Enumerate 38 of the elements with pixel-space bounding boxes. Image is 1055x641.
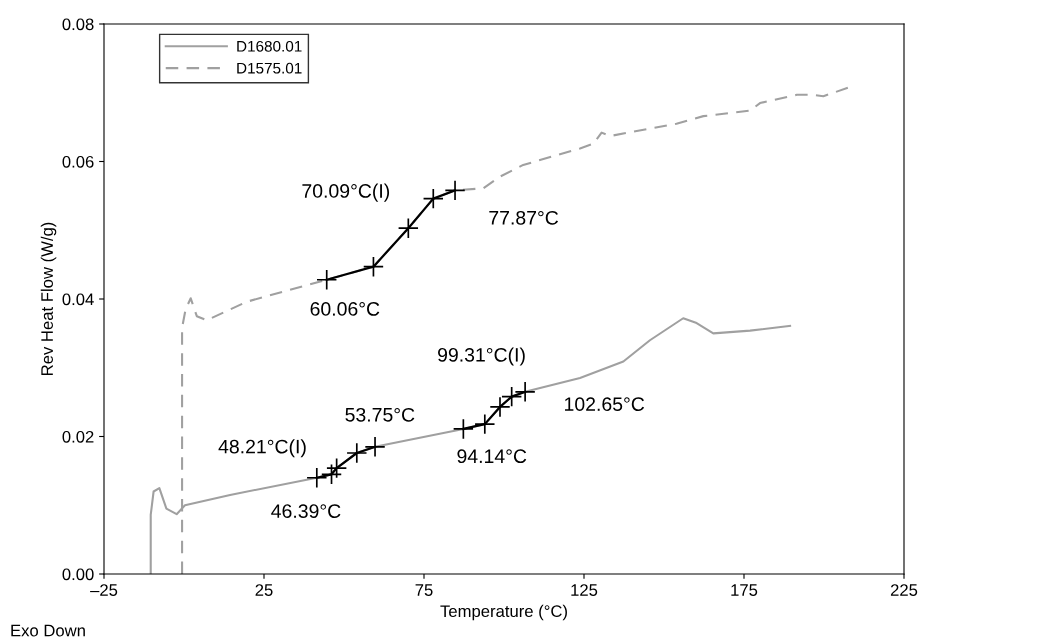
annotation: 60.06°C	[310, 302, 380, 316]
annotation: 102.65°C	[565, 397, 645, 412]
legend-label: D1575.01	[237, 62, 302, 74]
point	[316, 269, 338, 291]
annotation: 46.39°C	[271, 504, 341, 518]
annotation: 77.87°C	[489, 210, 559, 225]
point	[474, 413, 496, 435]
annotation: 94.14°C	[457, 449, 527, 464]
y-tick-label: 0.08	[62, 18, 94, 31]
x-tick-label: 225	[890, 584, 918, 596]
point	[364, 436, 386, 458]
point	[514, 381, 536, 403]
point	[346, 442, 368, 464]
y-tick-label: 0.04	[62, 293, 94, 306]
y-axis-title: Rev Heat Flow (W/g)	[40, 222, 57, 375]
point	[306, 467, 328, 489]
point	[452, 418, 474, 440]
x-tick-label: 75	[415, 584, 433, 596]
y-tick-label: 0.06	[62, 155, 94, 168]
y-tick-label: 0.02	[62, 430, 94, 443]
annotation: 53.75°C	[345, 407, 415, 422]
x-tick-label: 25	[255, 584, 273, 596]
x-axis-title: Temperature (°C)	[440, 604, 567, 621]
annotation: 99.31°C(I)	[438, 347, 525, 366]
legend-label: D1680.01	[237, 40, 302, 52]
annotation: 70.09°C(I)	[302, 183, 390, 202]
point	[422, 188, 444, 210]
point	[362, 256, 384, 278]
text: Exo Down	[11, 624, 85, 637]
point	[444, 179, 466, 201]
point	[320, 463, 343, 485]
x-tick-label: 175	[731, 584, 758, 596]
point	[326, 457, 348, 479]
y-tick-label: 0.00	[62, 568, 94, 581]
x-tick-label: 125	[571, 584, 598, 596]
x-tick-label: –25	[90, 584, 118, 596]
point	[397, 217, 419, 239]
annotation: 48.21°C(I)	[218, 439, 306, 458]
